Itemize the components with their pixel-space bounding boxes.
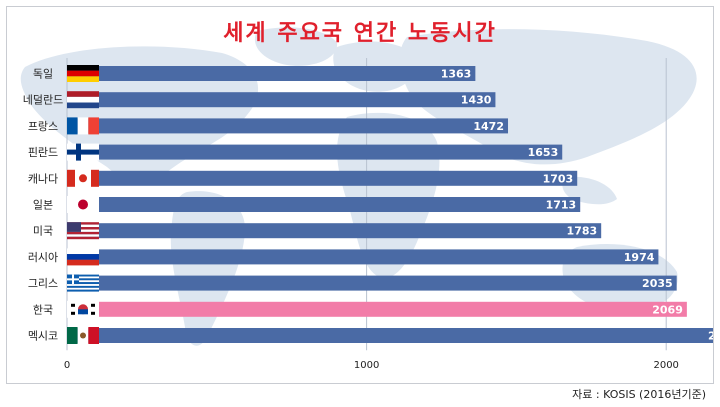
finland-flag-icon xyxy=(67,143,99,161)
japan-flag-icon xyxy=(67,196,99,213)
bar-0 xyxy=(67,66,476,81)
germany-flag-icon xyxy=(67,65,99,82)
data-label: 2255 xyxy=(708,330,713,343)
map-greenland xyxy=(254,27,338,66)
category-label: 네덜란드 xyxy=(23,94,63,107)
data-label: 1703 xyxy=(543,172,574,185)
data-label: 1653 xyxy=(528,146,559,159)
chart-title: 세계 주요국 연간 노동시간 xyxy=(223,21,497,46)
bar-1 xyxy=(67,92,496,108)
data-label: 1430 xyxy=(461,94,492,107)
russia-flag-icon xyxy=(67,248,99,266)
bar-2 xyxy=(67,118,509,134)
data-label: 1472 xyxy=(473,120,504,133)
data-label: 1363 xyxy=(441,68,472,81)
category-label: 그리스 xyxy=(28,277,58,290)
bar-5 xyxy=(67,197,581,212)
x-tick-label: 2000 xyxy=(653,360,678,371)
bar-7 xyxy=(67,249,659,265)
category-label: 미국 xyxy=(33,225,53,238)
category-label: 독일 xyxy=(33,67,53,81)
category-label: 캐나다 xyxy=(28,172,58,185)
usa-flag-icon xyxy=(67,222,99,240)
category-label: 한국 xyxy=(33,303,53,316)
source-note: 자료 : KOSIS (2016년기준) xyxy=(572,388,706,401)
data-label: 2035 xyxy=(642,277,673,290)
category-label: 일본 xyxy=(33,198,53,212)
data-label: 2069 xyxy=(652,303,683,316)
data-label: 1974 xyxy=(624,251,655,264)
bar-chart: 독일 1363 네덜란드 1430 프랑스 1472 핀란드 1653 캐나다 1703 일본 171… xyxy=(23,58,713,371)
x-tick-label: 0 xyxy=(64,360,70,371)
bar-4 xyxy=(67,170,578,186)
netherlands-flag-icon xyxy=(67,91,99,109)
category-label: 러시아 xyxy=(28,251,58,264)
bar-8 xyxy=(67,275,677,291)
bar-6 xyxy=(67,223,602,239)
category-label: 멕시코 xyxy=(28,330,58,343)
mexico-flag-icon xyxy=(67,327,99,344)
canada-flag-icon xyxy=(67,169,99,187)
chart-frame: 세계 주요국 연간 노동시간 독일 1363 네덜란드 1430 프랑스 1472 핀란드 1… xyxy=(6,6,714,384)
bar-9 xyxy=(67,301,687,317)
data-label: 1783 xyxy=(567,225,598,238)
x-tick-label: 1000 xyxy=(354,360,379,371)
korea-flag-icon xyxy=(67,300,99,318)
category-label: 핀란드 xyxy=(28,146,58,159)
data-label: 1713 xyxy=(546,199,577,212)
category-label: 프랑스 xyxy=(28,120,58,133)
greece-flag-icon xyxy=(67,274,99,292)
france-flag-icon xyxy=(67,117,99,135)
bar-10 xyxy=(67,328,713,343)
bar-3 xyxy=(67,144,563,160)
